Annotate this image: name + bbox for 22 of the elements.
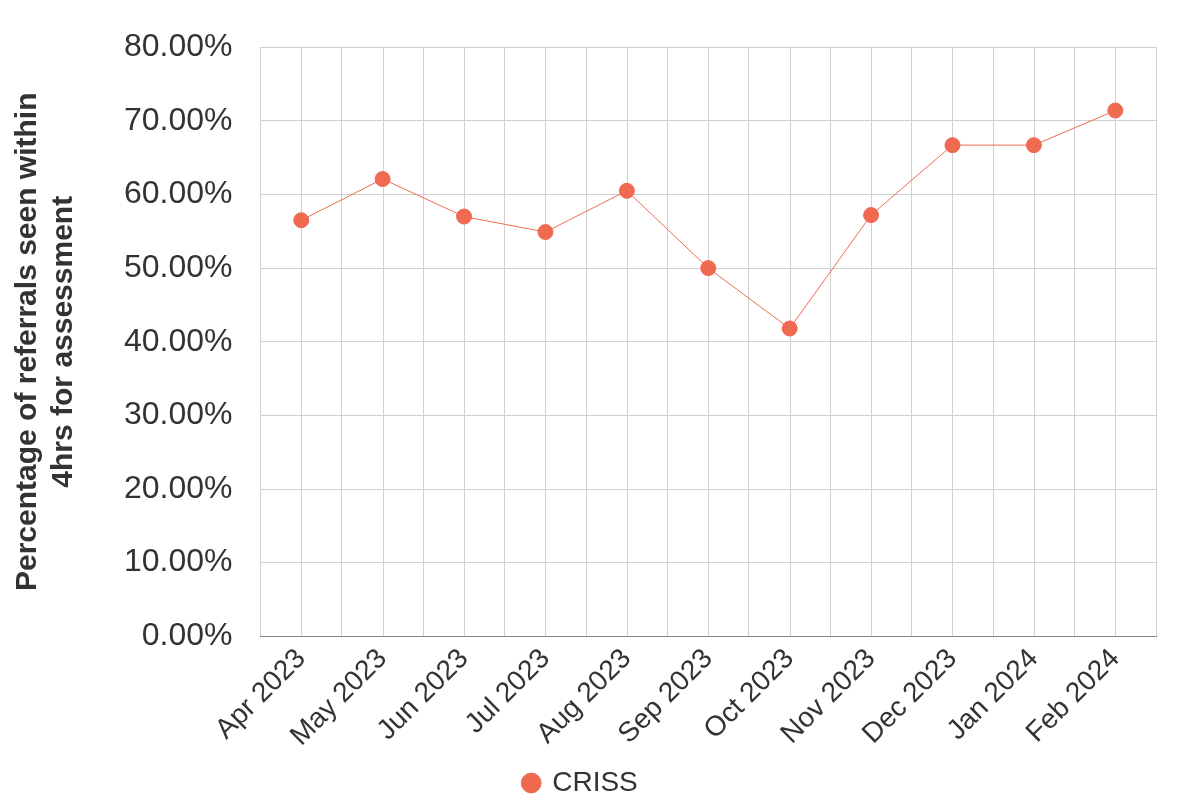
- point: [700, 260, 717, 277]
- y-tick-label: 50.00%: [124, 247, 233, 284]
- y-tick-label: 40.00%: [124, 321, 233, 358]
- point: [374, 171, 391, 188]
- point: [293, 212, 310, 229]
- point: [781, 320, 798, 337]
- y-tick-label: 10.00%: [124, 542, 233, 579]
- y-tick-label: 80.00%: [124, 27, 233, 64]
- y-tick-label: 30.00%: [124, 395, 233, 432]
- point: [618, 182, 635, 199]
- point: [944, 137, 961, 154]
- point: [537, 224, 554, 241]
- y-tick-label: 0.00%: [141, 616, 233, 653]
- y-tick-label: 70.00%: [124, 100, 233, 137]
- y-tick-label: 60.00%: [124, 174, 233, 211]
- point: [863, 207, 880, 224]
- point: [1025, 137, 1042, 154]
- point: [1107, 102, 1124, 119]
- point: [456, 208, 473, 225]
- legend-label: CRISS: [552, 765, 638, 797]
- y-tick-label: 20.00%: [124, 468, 233, 505]
- y-axis-title: Percentage of referrals seen within 4hrs for assessment: [9, 92, 79, 591]
